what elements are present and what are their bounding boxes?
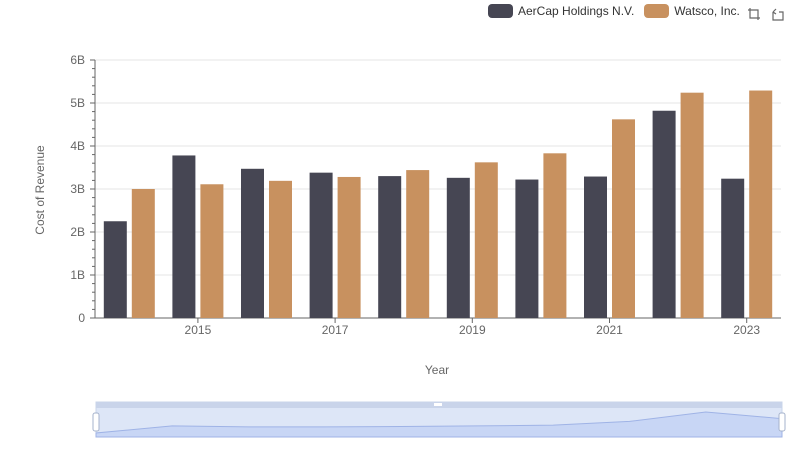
x-tick-label: 2023 xyxy=(733,323,760,337)
bar-watsco-2017[interactable] xyxy=(337,176,361,318)
bar-watsco-2016[interactable] xyxy=(269,180,292,318)
bar-watsco-2021[interactable] xyxy=(612,119,635,318)
legend-item-watsco[interactable]: Watsco, Inc. xyxy=(644,4,740,18)
data-zoom-handle-right[interactable] xyxy=(778,412,786,432)
bar-aercap-2023[interactable] xyxy=(721,178,745,318)
y-axis-title: Cost of Revenue xyxy=(33,145,47,235)
bar-aercap-2016[interactable] xyxy=(241,168,264,318)
bar-watsco-2018[interactable] xyxy=(406,170,430,318)
legend-label-aercap: AerCap Holdings N.V. xyxy=(518,4,635,18)
bar-aercap-2018[interactable] xyxy=(378,176,402,318)
bar-watsco-2020[interactable] xyxy=(543,153,567,318)
x-tick-label: 2015 xyxy=(185,323,212,337)
x-axis-title: Year xyxy=(425,363,449,377)
legend-swatch-aercap xyxy=(488,4,513,18)
y-tick-label: 5B xyxy=(70,96,85,110)
bar-watsco-2014[interactable] xyxy=(131,189,155,318)
legend-swatch-watsco xyxy=(644,4,670,18)
legend-item-aercap[interactable]: AerCap Holdings N.V. xyxy=(488,4,634,18)
y-tick-label: 3B xyxy=(70,182,85,196)
toolbox xyxy=(746,6,786,22)
y-tick-label: 2B xyxy=(70,225,85,239)
zoom-reset-icon[interactable] xyxy=(770,6,786,22)
data-zoom-icon[interactable] xyxy=(746,6,762,22)
y-tick-label: 6B xyxy=(70,53,85,67)
bar-aercap-2015[interactable] xyxy=(172,155,196,318)
bar-aercap-2020[interactable] xyxy=(515,179,539,318)
y-tick-label: 1B xyxy=(70,268,85,282)
bar-aercap-2017[interactable] xyxy=(309,172,333,318)
legend: AerCap Holdings N.V. Watsco, Inc. xyxy=(488,4,750,18)
bar-watsco-2023[interactable] xyxy=(749,90,773,318)
legend-label-watsco: Watsco, Inc. xyxy=(674,4,740,18)
bar-watsco-2015[interactable] xyxy=(200,184,224,318)
data-zoom-drag-grip[interactable] xyxy=(434,403,442,406)
bar-watsco-2022[interactable] xyxy=(680,92,704,319)
data-zoom-handle-left[interactable] xyxy=(92,412,100,432)
x-tick-label: 2021 xyxy=(596,323,623,337)
x-tick-label: 2017 xyxy=(322,323,349,337)
bar-aercap-2019[interactable] xyxy=(446,177,470,318)
bar-aercap-2014[interactable] xyxy=(103,221,127,318)
x-tick-label: 2019 xyxy=(459,323,486,337)
bar-aercap-2021[interactable] xyxy=(584,176,607,318)
y-tick-label: 0 xyxy=(78,311,85,325)
bar-watsco-2019[interactable] xyxy=(474,162,498,318)
bar-aercap-2022[interactable] xyxy=(652,110,676,319)
y-tick-label: 4B xyxy=(70,139,85,153)
